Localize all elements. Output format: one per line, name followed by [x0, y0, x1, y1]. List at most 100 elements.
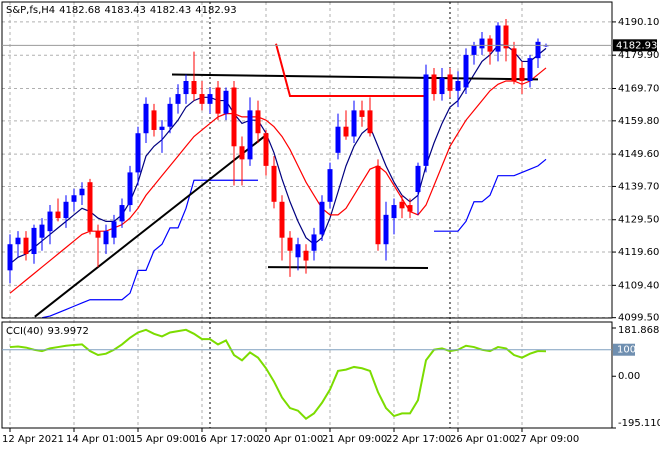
close: 4182.93 — [195, 5, 236, 16]
cci-tick-label: 0.00 — [618, 371, 640, 382]
candle-body — [71, 195, 77, 202]
candle-body — [15, 237, 21, 245]
candle-body — [119, 205, 125, 222]
candle-body — [143, 103, 149, 134]
candle-body — [471, 45, 477, 55]
trend-line — [275, 43, 428, 98]
cci-tick-label: -195.1105 — [618, 418, 660, 429]
x-tick-label: 14 Apr 01:00 — [66, 434, 131, 445]
candle-body — [399, 201, 405, 209]
candle-body — [239, 146, 245, 160]
candle-body — [495, 25, 501, 52]
price-box — [613, 39, 657, 52]
candle-body — [103, 231, 109, 245]
x-tick-label: 15 Apr 09:00 — [130, 434, 195, 445]
high: 4183.43 — [105, 5, 146, 16]
main-frame — [1, 1, 613, 319]
overlay-line — [41, 179, 258, 319]
y-tick-label: 4190.10 — [618, 17, 659, 28]
candle-body — [95, 231, 101, 238]
x-tick-label: 27 Apr 09:00 — [514, 434, 579, 445]
candle-body — [335, 126, 341, 153]
cci-level-label: 100 — [617, 345, 636, 356]
candle-body — [391, 205, 397, 219]
candle-body — [271, 165, 277, 202]
candle-body — [191, 81, 197, 95]
candle-body — [359, 110, 365, 117]
candle-body — [111, 221, 117, 238]
candle-body — [439, 77, 445, 95]
symbol: S&P,fs,H4 — [6, 5, 55, 16]
y-tick-label: 4179.90 — [618, 50, 659, 61]
candle-body — [247, 110, 253, 160]
y-tick-label: 4099.50 — [618, 313, 659, 324]
plot — [7, 18, 549, 420]
x-tick-label: 20 Apr 01:00 — [258, 434, 323, 445]
candle-body — [519, 67, 525, 81]
candle-body — [535, 41, 541, 59]
candle-body — [287, 237, 293, 251]
candle-body — [415, 165, 421, 192]
candle-body — [527, 58, 533, 81]
candle-body — [255, 110, 261, 134]
candle-body — [231, 87, 237, 147]
candle-body — [431, 74, 437, 95]
candle-body — [55, 211, 61, 219]
candle-body — [383, 214, 389, 245]
price-label: 4182.93 — [616, 40, 657, 51]
low: 4182.43 — [150, 5, 191, 16]
overlay-line — [9, 44, 547, 265]
cci-title: CCI(40) 93.9972 — [6, 326, 89, 337]
candle-body — [407, 205, 413, 212]
chart-title: S&P,fs,H4 4182.68 4183.43 4182.43 4182.93 — [6, 5, 237, 16]
trend-line — [34, 132, 269, 318]
candle-body — [279, 201, 285, 238]
y-tick-label: 4139.70 — [618, 181, 659, 192]
candle-body — [199, 94, 205, 104]
candle-body — [319, 201, 325, 235]
trend-line — [171, 73, 539, 81]
overlay-line — [434, 158, 547, 232]
x-tick-label: 26 Apr 01:00 — [450, 434, 515, 445]
candle-body — [479, 38, 485, 49]
candle-body — [511, 48, 517, 81]
y-tick-label: 4159.80 — [618, 116, 659, 127]
x-tick-label: 21 Apr 09:00 — [322, 434, 387, 445]
y-tick-label: 4149.60 — [618, 149, 659, 160]
candle-body — [503, 25, 509, 49]
candle-body — [455, 81, 461, 91]
cci-tick-label: 181.8683 — [618, 325, 660, 336]
candle-body — [311, 234, 317, 251]
candle-body — [215, 87, 221, 114]
trend-line — [267, 266, 429, 270]
candle-body — [207, 94, 213, 104]
candle-body — [327, 169, 333, 202]
cci-frame — [1, 321, 613, 429]
candle-body — [183, 81, 189, 95]
candle-body — [375, 165, 381, 245]
candle-body — [367, 110, 373, 134]
x-tick-label: 22 Apr 17:00 — [386, 434, 451, 445]
candle-body — [175, 94, 181, 104]
candle-body — [7, 244, 13, 271]
candle-body — [39, 224, 45, 238]
candle-body — [135, 133, 141, 173]
y-tick-label: 4169.70 — [618, 84, 659, 95]
candle-body — [423, 74, 429, 166]
candle-body — [47, 211, 53, 232]
candle-body — [351, 110, 357, 137]
candle-body — [23, 237, 29, 255]
candle-body — [343, 126, 349, 137]
candle-body — [159, 126, 165, 130]
x-tick-label: 12 Apr 2021 — [2, 434, 64, 445]
cci-name: CCI(40) — [6, 326, 44, 337]
candle-body — [127, 172, 133, 206]
x-tick-label: 16 Apr 17:00 — [194, 434, 259, 445]
y-tick-label: 4119.60 — [618, 247, 659, 258]
candle-body — [79, 188, 85, 196]
candle-body — [447, 74, 453, 91]
y-tick-label: 4109.40 — [618, 280, 659, 291]
candle-body — [463, 54, 469, 88]
candle-body — [263, 133, 269, 166]
